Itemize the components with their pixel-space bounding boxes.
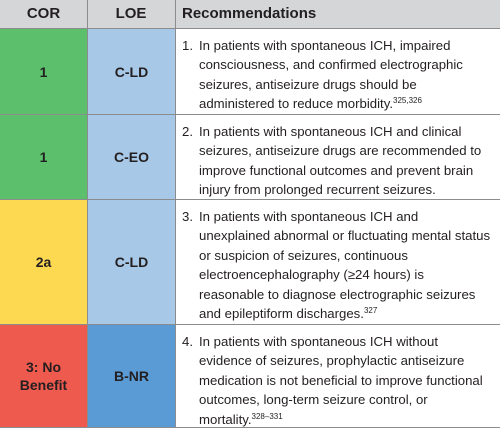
recommendation-number: 1. <box>182 38 193 53</box>
cor-cell: 1 <box>0 115 87 199</box>
recommendation-text: In patients with spontaneous ICH without… <box>199 332 492 429</box>
recommendation-number: 3. <box>182 209 193 224</box>
recommendation-cell: 3. In patients with spontaneous ICH and … <box>176 200 500 324</box>
recommendation-cell: 2. In patients with spontaneous ICH and … <box>176 115 500 199</box>
table-row: 1 C-EO 2. In patients with spontaneous I… <box>0 115 500 199</box>
reference-citation: 327 <box>363 306 378 316</box>
recommendation-body: In patients with spontaneous ICH, impair… <box>199 38 463 112</box>
loe-cell: B-NR <box>88 325 175 427</box>
header-recommendations: Recommendations <box>182 5 317 22</box>
recommendation-text: In patients with spontaneous ICH, impair… <box>199 36 492 114</box>
recommendation-cell: 4. In patients with spontaneous ICH with… <box>176 325 500 427</box>
column-divider <box>87 0 88 428</box>
loe-cell: C-LD <box>88 200 175 324</box>
cor-value: 2a <box>35 254 52 270</box>
header-cor: COR <box>26 5 61 22</box>
table-row: 3: No Benefit B-NR 4. In patients with s… <box>0 325 500 427</box>
recommendation-body: In patients with spontaneous ICH and cli… <box>199 124 482 198</box>
recommendation-number: 2. <box>182 124 193 139</box>
cor-cell: 1 <box>0 29 87 114</box>
loe-value: C-LD <box>114 254 149 270</box>
recommendation-cell: 1. In patients with spontaneous ICH, imp… <box>176 29 500 114</box>
cor-value: 3: No Benefit <box>19 359 68 393</box>
cor-cell: 3: No Benefit <box>0 325 87 427</box>
reference-citation: 325,326 <box>393 96 422 106</box>
row-divider <box>0 199 500 200</box>
recommendation-text: In patients with spontaneous ICH and cli… <box>199 122 492 200</box>
loe-value: C-EO <box>114 149 149 165</box>
reference-citation: 328–331 <box>251 411 283 421</box>
row-divider <box>0 114 500 115</box>
table-row: 1 C-LD 1. In patients with spontaneous I… <box>0 29 500 114</box>
table-header: COR LOE Recommendations <box>0 0 500 29</box>
recommendation-text: In patients with spontaneous ICH and une… <box>199 207 492 323</box>
row-divider <box>0 324 500 325</box>
cor-cell: 2a <box>0 200 87 324</box>
loe-cell: C-EO <box>88 115 175 199</box>
column-divider <box>175 0 176 428</box>
cor-value: 1 <box>39 149 48 165</box>
loe-cell: C-LD <box>88 29 175 114</box>
header-loe: LOE <box>115 5 147 22</box>
table-row: 2a C-LD 3. In patients with spontaneous … <box>0 200 500 324</box>
loe-value: B-NR <box>114 368 149 384</box>
loe-value: C-LD <box>114 63 149 80</box>
recommendation-body: In patients with spontaneous ICH without… <box>199 334 483 427</box>
recommendation-number: 4. <box>182 334 193 349</box>
recommendation-body: In patients with spontaneous ICH and une… <box>199 209 491 322</box>
cor-value: 1 <box>39 63 48 80</box>
